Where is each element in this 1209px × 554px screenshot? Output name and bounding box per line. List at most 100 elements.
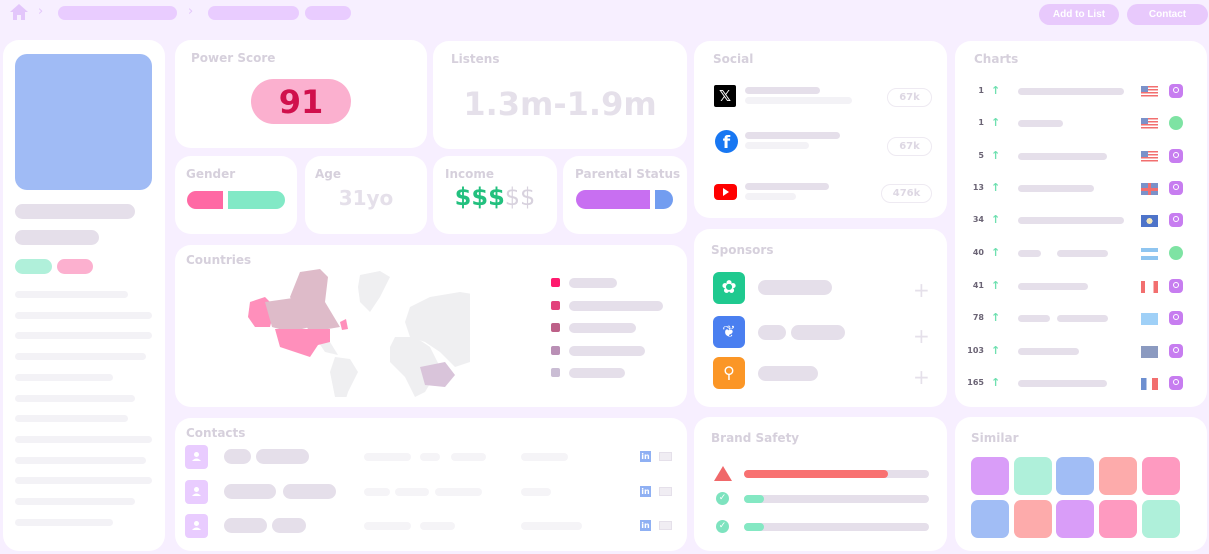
apple-podcasts-icon[interactable] [1169,376,1183,390]
chart-rank: 40 [972,248,984,257]
apple-podcasts-icon[interactable] [1169,213,1183,227]
similar-thumbnail[interactable] [1013,457,1052,495]
similar-thumbnail[interactable] [971,499,1009,538]
card-title: Gender [186,167,236,181]
check-icon: ✓ [716,492,729,505]
apple-podcasts-icon[interactable] [1169,149,1183,163]
chart-show-name [1018,315,1050,322]
income-value: $$$$$ [433,183,557,211]
breadcrumb-item[interactable] [58,6,177,20]
chart-rank: 165 [967,378,984,387]
youtube-icon[interactable] [714,184,737,200]
chart-rank: 1 [978,86,984,95]
contact-button[interactable]: Contact [1127,4,1208,25]
bio-line [15,518,113,526]
card-title: Parental Status [575,167,681,181]
card-title: Countries [186,253,252,267]
add-icon[interactable]: + [913,324,930,348]
chart-rank: 34 [972,215,984,224]
similar-thumbnail[interactable] [1141,499,1180,538]
similar-thumbnail[interactable] [1141,457,1180,495]
bio-line [15,332,152,340]
contact-detail [364,487,390,496]
flag-us-icon [1141,86,1158,98]
email-icon[interactable] [659,486,672,496]
similar-thumbnail[interactable] [1013,499,1052,538]
breadcrumb-item[interactable] [305,6,351,20]
parental-bar-nonparent [655,190,673,209]
apple-podcasts-icon[interactable] [1169,344,1183,358]
legend-swatch [551,300,560,310]
similar-thumbnail[interactable] [1099,499,1138,538]
subtitle-placeholder [15,230,99,245]
spotify-icon[interactable] [1169,246,1183,260]
card-title: Age [315,167,342,181]
contact-detail [435,487,482,496]
card-title: Income [445,167,495,181]
flag-lc-icon [1141,313,1158,325]
chart-rank: 103 [967,346,984,355]
add-to-list-button[interactable]: Add to List [1039,4,1119,25]
flag-bz-icon [1141,215,1158,227]
spotify-icon[interactable] [1169,116,1183,130]
map-country-canada-west [265,297,310,332]
breadcrumb-item[interactable] [208,6,299,20]
social-handle [745,183,829,190]
home-icon[interactable] [9,3,29,21]
bio-line [15,291,128,298]
linkedin-icon[interactable]: in [640,451,651,462]
safety-bar-fill [744,470,889,478]
apple-podcasts-icon[interactable] [1169,311,1183,325]
similar-thumbnail[interactable] [1056,499,1095,538]
card-title: Brand Safety [711,431,800,445]
chart-rank: 1 [978,118,984,127]
similar-thumbnail[interactable] [1056,457,1095,495]
sponsors-card: Sponsors ✿ ❦ ⚲ + + + [694,229,947,407]
sponsor-logo-icon[interactable]: ⚲ [713,357,745,389]
warning-icon [714,466,732,481]
chart-show-name [1018,348,1079,355]
linkedin-icon[interactable]: in [640,520,651,531]
map-country-australia [420,362,455,387]
arrow-up-icon: ↑ [991,246,1001,259]
bio-line [15,477,152,485]
map-country-uk [340,319,348,330]
x-icon[interactable]: 𝕏 [714,85,736,107]
map-country-usa [275,329,330,357]
facebook-icon[interactable]: f [715,130,738,153]
similar-thumbnail[interactable] [1099,457,1138,495]
sponsor-name [758,325,786,340]
chevron-right-icon: › [188,4,194,19]
similar-thumbnail[interactable] [971,457,1009,495]
sponsor-logo-icon[interactable]: ❦ [713,316,745,348]
bio-line [15,311,152,319]
apple-podcasts-icon[interactable] [1169,181,1183,195]
chart-rank: 41 [972,281,984,290]
bio-line [15,456,146,464]
apple-podcasts-icon[interactable] [1169,279,1183,293]
email-icon[interactable] [659,452,672,461]
linkedin-icon[interactable]: in [640,485,651,497]
email-icon[interactable] [659,521,672,530]
add-icon[interactable]: + [913,365,930,389]
bio-line [15,394,135,402]
legend-label [569,368,625,378]
card-title: Sponsors [711,243,774,257]
contact-name [272,518,306,533]
card-title: Charts [974,52,1019,66]
contact-name [283,483,336,499]
sponsor-logo-icon[interactable]: ✿ [713,272,745,304]
social-handle [745,87,820,94]
income-filled: $$$ [454,183,505,211]
avatar [15,54,152,190]
contact-avatar [185,479,208,504]
power-score-value: 91 [251,79,351,124]
apple-podcasts-icon[interactable] [1169,84,1183,98]
card-title: Contacts [186,426,246,440]
brand-safety-card: Brand Safety ✓ ✓ [694,417,947,551]
flag-us-icon [1141,151,1158,163]
income-empty: $$ [504,183,536,211]
add-icon[interactable]: + [913,278,930,302]
user-icon [192,452,201,461]
bio-line [15,373,113,381]
